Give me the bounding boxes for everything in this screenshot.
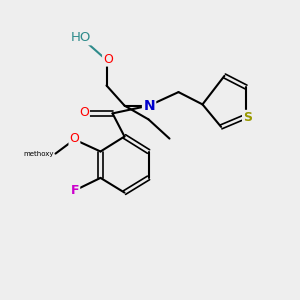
Text: N: N xyxy=(143,99,155,112)
Text: methoxy: methoxy xyxy=(23,151,54,157)
Text: O: O xyxy=(103,52,113,66)
Text: O: O xyxy=(70,132,79,145)
Text: S: S xyxy=(243,111,252,124)
Text: O: O xyxy=(79,106,89,119)
Text: F: F xyxy=(71,184,79,197)
Text: HO: HO xyxy=(71,31,91,44)
